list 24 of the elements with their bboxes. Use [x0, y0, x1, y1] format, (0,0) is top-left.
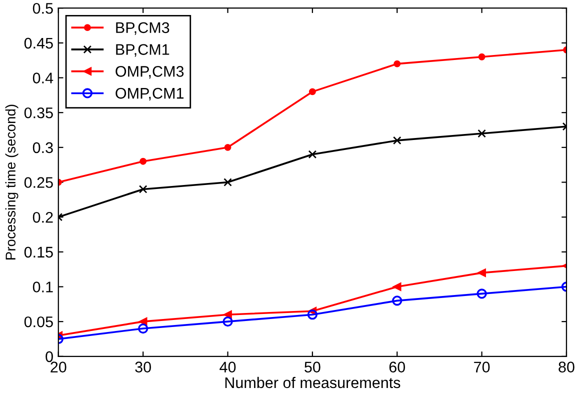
y-tick-label: 0.4 [32, 72, 54, 84]
legend-label: OMP,CM1 [116, 88, 184, 101]
x-tick-label: 70 [474, 362, 490, 372]
y-tick-label: 0 [46, 351, 53, 362]
x-tick-label: 80 [558, 362, 574, 372]
y-tick-label: 0.45 [24, 38, 53, 49]
x-tick-label: 50 [304, 362, 320, 372]
x-tick-label: 40 [220, 362, 236, 372]
y-tick-label: 0.35 [24, 107, 53, 118]
x-axis-title: Number of measurements [225, 376, 400, 388]
y-tick-label: 0.05 [24, 316, 53, 328]
y-tick-label: 0.2 [32, 212, 53, 223]
y-tick-label: 0.3 [32, 142, 53, 154]
y-tick-label: 0.25 [24, 177, 53, 188]
x-tick-label: 60 [389, 362, 406, 372]
y-axis-title: Processing time (second) [5, 104, 18, 260]
x-tick-label: 20 [50, 362, 66, 372]
y-tick-label: 0.15 [24, 246, 53, 258]
y-tick-label: 0.1 [32, 282, 53, 292]
legend-label: OMP,CM3 [116, 66, 184, 79]
y-tick-label: 0.5 [32, 2, 53, 14]
x-tick-label: 30 [135, 362, 151, 372]
legend-label: BP,CM3 [116, 22, 170, 35]
legend-label: BP,CM1 [116, 44, 170, 57]
